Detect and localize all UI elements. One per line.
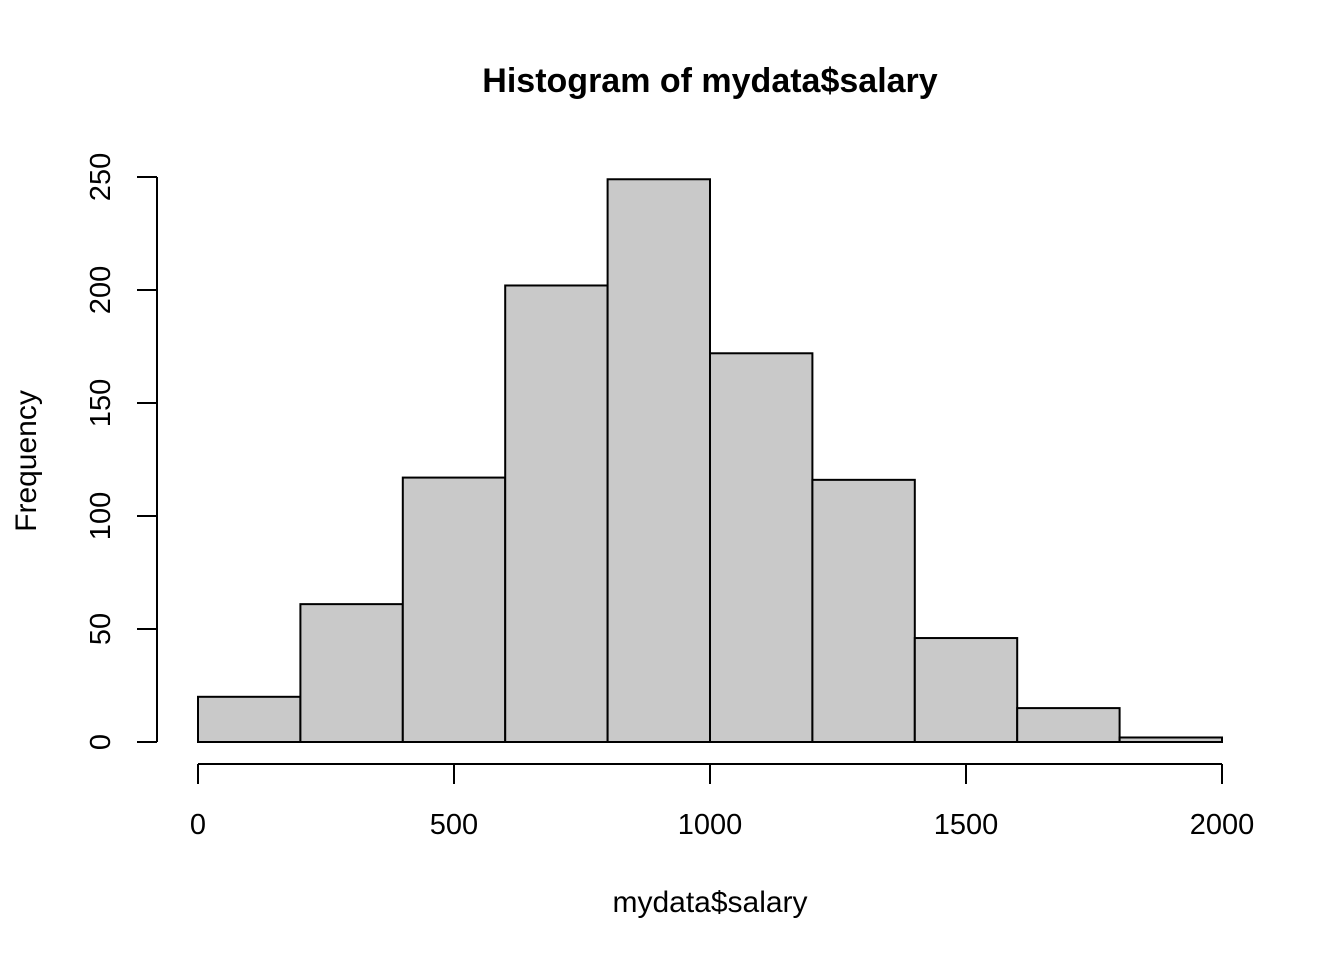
y-tick-label-3: 150 xyxy=(85,379,117,427)
histogram-bar-1 xyxy=(299,603,404,744)
bars-group xyxy=(197,178,1223,744)
y-tick-label-2: 100 xyxy=(85,492,117,540)
x-tick-label-0: 0 xyxy=(190,809,206,841)
y-axis-label: Frequency xyxy=(10,390,43,532)
histogram-bar-6 xyxy=(811,478,916,743)
y-axis: 0 50 100 150 200 250 xyxy=(85,153,158,750)
histogram-bar-3 xyxy=(504,284,609,743)
histogram-bar-7 xyxy=(913,637,1019,743)
x-axis-label: mydata$salary xyxy=(612,886,807,919)
x-tick-label-1: 500 xyxy=(430,809,478,841)
histogram-bar-5 xyxy=(709,352,814,743)
y-tick-label-4: 200 xyxy=(85,266,117,314)
x-tick-label-3: 1500 xyxy=(934,809,999,841)
histogram-bar-0 xyxy=(197,695,302,743)
chart-title: Histogram of mydata$salary xyxy=(482,62,937,100)
histogram-bar-8 xyxy=(1016,707,1121,743)
histogram-bar-2 xyxy=(401,476,507,743)
y-tick-label-1: 50 xyxy=(85,613,117,645)
y-tick-label-0: 0 xyxy=(85,734,117,750)
x-axis: 0 500 1000 1500 2000 xyxy=(190,763,1255,841)
histogram-bar-4 xyxy=(606,178,711,743)
x-tick-label-4: 2000 xyxy=(1190,809,1255,841)
x-tick-label-2: 1000 xyxy=(678,809,743,841)
y-tick-label-5: 250 xyxy=(85,153,117,201)
histogram-bar-9 xyxy=(1118,736,1223,743)
